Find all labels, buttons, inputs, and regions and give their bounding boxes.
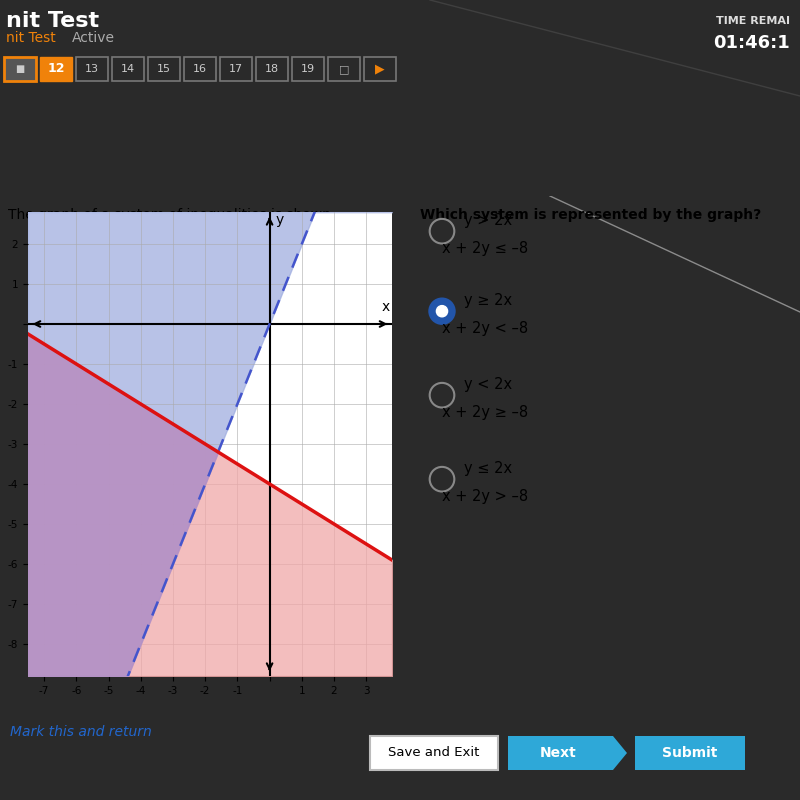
Text: 13: 13 — [85, 64, 99, 74]
Text: y: y — [275, 213, 284, 227]
Bar — [76, 57, 108, 81]
Text: The graph of a system of inequalities is shown.: The graph of a system of inequalities is… — [8, 208, 335, 222]
Text: y ≤ 2x: y ≤ 2x — [464, 462, 512, 476]
Text: 19: 19 — [301, 64, 315, 74]
Text: □: □ — [338, 64, 350, 74]
Text: Submit: Submit — [662, 746, 718, 760]
Polygon shape — [613, 736, 627, 770]
Text: y > 2x: y > 2x — [464, 214, 512, 228]
Bar — [112, 57, 144, 81]
Text: x + 2y ≥ –8: x + 2y ≥ –8 — [442, 406, 528, 421]
Text: x + 2y > –8: x + 2y > –8 — [442, 490, 528, 505]
Text: ■: ■ — [15, 64, 25, 74]
Bar — [370, 736, 498, 770]
Bar — [635, 736, 745, 770]
Text: Next: Next — [540, 746, 577, 760]
Text: nit Test: nit Test — [6, 11, 99, 31]
Text: 17: 17 — [229, 64, 243, 74]
Text: Which system is represented by the graph?: Which system is represented by the graph… — [420, 208, 762, 222]
Bar — [184, 57, 216, 81]
Text: 15: 15 — [157, 64, 171, 74]
Text: 18: 18 — [265, 64, 279, 74]
Text: Active: Active — [72, 31, 115, 45]
Text: y ≥ 2x: y ≥ 2x — [464, 294, 512, 308]
Text: Save and Exit: Save and Exit — [388, 746, 480, 759]
Circle shape — [437, 306, 448, 317]
Bar — [508, 736, 613, 770]
Bar — [148, 57, 180, 81]
Text: 16: 16 — [193, 64, 207, 74]
Bar — [364, 57, 396, 81]
Text: y < 2x: y < 2x — [464, 378, 512, 392]
Text: nit Test: nit Test — [6, 31, 56, 45]
Bar — [4, 57, 36, 81]
Text: 12: 12 — [47, 62, 65, 75]
Text: 01:46:1: 01:46:1 — [714, 34, 790, 52]
Bar — [328, 57, 360, 81]
Text: x + 2y < –8: x + 2y < –8 — [442, 322, 528, 337]
Text: 14: 14 — [121, 64, 135, 74]
Text: ▶: ▶ — [375, 62, 385, 75]
Text: x + 2y ≤ –8: x + 2y ≤ –8 — [442, 242, 528, 257]
Bar — [256, 57, 288, 81]
Text: TIME REMAI: TIME REMAI — [716, 16, 790, 26]
Circle shape — [430, 299, 454, 323]
Text: Mark this and return: Mark this and return — [10, 725, 152, 739]
Bar — [40, 57, 72, 81]
Bar — [220, 57, 252, 81]
Bar — [292, 57, 324, 81]
Text: x: x — [382, 300, 390, 314]
